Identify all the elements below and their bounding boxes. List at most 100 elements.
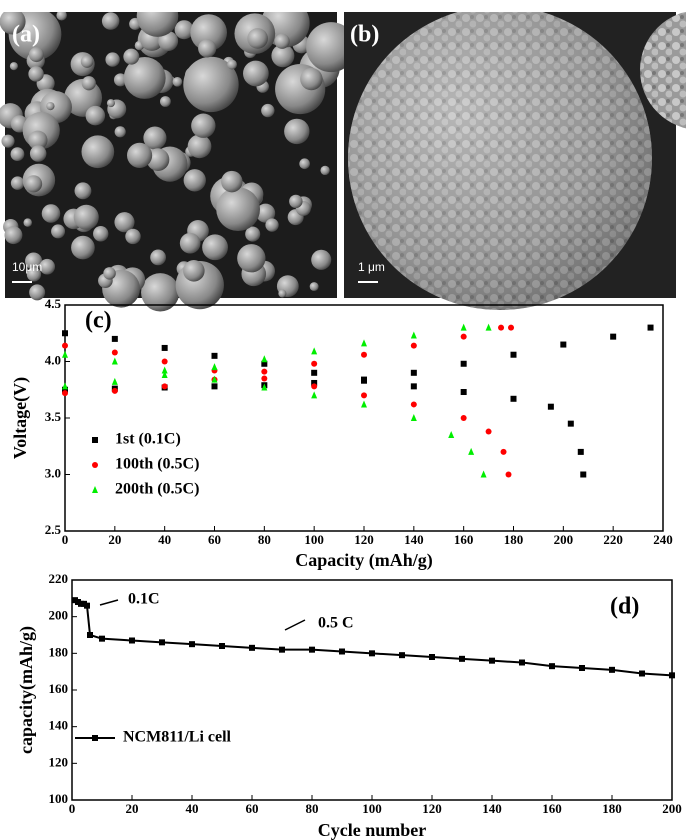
x-tick-label: 40 — [158, 532, 171, 547]
data-point — [311, 391, 317, 398]
panel-label: (d) — [610, 594, 639, 620]
x-tick-label: 200 — [554, 532, 574, 547]
data-point — [62, 343, 68, 349]
data-point — [411, 414, 417, 421]
y-tick-label: 200 — [49, 608, 69, 623]
plot-frame — [72, 580, 672, 800]
legend-marker — [92, 462, 98, 468]
particle — [11, 147, 25, 161]
particle — [299, 158, 310, 169]
particle — [102, 12, 119, 29]
data-point — [486, 324, 492, 331]
data-point — [261, 375, 267, 381]
x-tick-label: 40 — [186, 801, 199, 816]
particle — [25, 175, 42, 192]
particle — [1, 135, 14, 148]
panel-label: (b) — [350, 22, 379, 48]
data-point — [411, 343, 417, 349]
data-point — [361, 339, 367, 346]
particle — [10, 62, 18, 70]
data-point — [219, 643, 225, 649]
data-point — [429, 654, 435, 660]
data-point — [468, 448, 474, 455]
particle — [30, 145, 47, 162]
data-point — [62, 351, 68, 358]
x-tick-label: 240 — [653, 532, 673, 547]
x-tick-label: 100 — [304, 532, 324, 547]
data-point — [578, 449, 584, 455]
sem-a: (a) 10μm — [0, 0, 356, 312]
legend-marker — [92, 735, 98, 741]
particle — [42, 204, 61, 223]
y-axis-label: Voltage(V) — [10, 377, 31, 459]
data-point — [159, 639, 165, 645]
data-point — [361, 400, 367, 407]
data-point — [361, 378, 367, 384]
x-tick-label: 60 — [208, 532, 221, 547]
shade — [348, 6, 652, 310]
particle — [310, 282, 319, 291]
particle — [160, 96, 171, 107]
data-point — [212, 363, 218, 370]
particle — [150, 250, 166, 266]
x-tick-label: 120 — [354, 532, 374, 547]
particle — [5, 226, 23, 244]
panel-label: (c) — [85, 308, 112, 334]
x-tick-label: 200 — [662, 801, 682, 816]
data-point — [639, 671, 645, 677]
particle — [125, 229, 140, 244]
y-tick-label: 3.0 — [45, 465, 61, 480]
data-point — [369, 650, 375, 656]
data-point — [309, 647, 315, 653]
data-point — [261, 355, 267, 362]
particle — [320, 166, 329, 175]
particle — [278, 290, 286, 298]
particle — [81, 55, 94, 68]
data-point — [459, 656, 465, 662]
data-point — [549, 663, 555, 669]
chart: 0204060801001201401601802001001201401601… — [16, 571, 682, 840]
x-tick-label: 160 — [542, 801, 562, 816]
x-tick-label: 140 — [404, 532, 424, 547]
scale-bar-label: 10μm — [12, 260, 42, 274]
data-point — [669, 672, 675, 678]
data-point — [361, 392, 367, 398]
data-point — [162, 367, 168, 374]
particle — [107, 99, 115, 107]
top-margin — [0, 0, 686, 12]
legend-label: NCM811/Li cell — [123, 729, 232, 746]
x-tick-label: 160 — [454, 532, 474, 547]
y-tick-label: 220 — [49, 571, 69, 586]
y-axis-label: capacity(mAh/g) — [16, 626, 37, 754]
data-point — [579, 665, 585, 671]
sem-b: (b) 1 μm — [344, 6, 686, 310]
x-tick-label: 0 — [69, 801, 76, 816]
legend-label: 100th (0.5C) — [115, 456, 199, 473]
data-point — [461, 324, 467, 331]
particle — [198, 39, 216, 57]
x-axis-label: Cycle number — [318, 820, 426, 840]
particle — [188, 134, 212, 158]
data-point — [279, 647, 285, 653]
figure: (a) 10μm (b) 1 μm 0204060801001201401601… — [0, 0, 686, 840]
data-point — [311, 383, 317, 389]
particle — [123, 49, 139, 65]
particle — [75, 182, 92, 199]
x-tick-label: 20 — [108, 532, 121, 547]
data-point — [548, 404, 554, 410]
x-tick-label: 140 — [482, 801, 502, 816]
x-tick-label: 20 — [126, 801, 139, 816]
data-point — [62, 330, 68, 336]
legend-marker — [92, 486, 98, 493]
data-point — [609, 667, 615, 673]
data-point — [411, 332, 417, 339]
data-point — [481, 471, 487, 478]
x-tick-label: 60 — [246, 801, 259, 816]
data-point — [112, 358, 118, 365]
y-tick-label: 3.5 — [45, 409, 62, 424]
particle — [216, 187, 260, 231]
data-point — [162, 359, 168, 365]
annotation-arrow — [285, 620, 305, 630]
x-tick-label: 180 — [504, 532, 524, 547]
